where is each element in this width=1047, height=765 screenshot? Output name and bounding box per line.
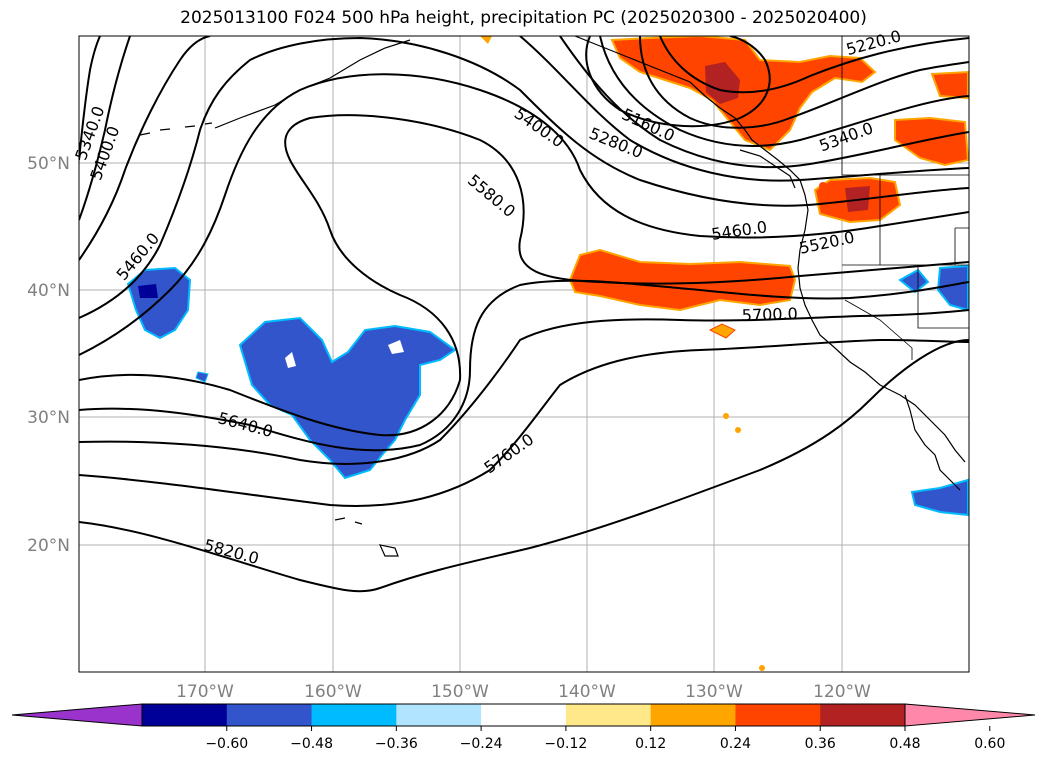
contour-5580 — [79, 73, 969, 356]
colorbar-tick-label: −0.36 — [375, 736, 418, 752]
contour-5760-a — [79, 338, 969, 507]
contour-5520 — [79, 36, 969, 319]
lon-label-120w: 120°W — [813, 682, 871, 702]
colorbar-cell — [396, 704, 482, 726]
lon-label-160w: 160°W — [304, 682, 362, 702]
precip-small-1 — [708, 323, 736, 339]
precip-neg-central — [238, 316, 457, 480]
precip-neg-baja — [910, 478, 969, 517]
colorbar-cell — [735, 704, 821, 726]
contour-5760-b — [79, 309, 969, 465]
lon-label-130w: 130°W — [685, 682, 743, 702]
colorbar-tick-label: 0.24 — [720, 736, 751, 752]
lat-label-30n: 30°N — [27, 408, 70, 428]
map-area — [79, 36, 969, 672]
precip-ne-corner — [930, 70, 969, 100]
colorbar: −0.60 −0.48 −0.36 −0.24 −0.12 0.12 0.24 0.36 0.4… — [11, 703, 1036, 752]
colorbar-cell — [142, 704, 228, 726]
precip-core — [705, 62, 740, 104]
colorbar-tick-label: −0.60 — [205, 736, 248, 752]
colorbar-cell — [565, 704, 652, 726]
colorbar-tick-label: −0.12 — [544, 736, 587, 752]
colorbar-tick-label: 0.48 — [889, 736, 920, 752]
precip-neg-east-2 — [936, 264, 969, 312]
map-frame — [78, 35, 970, 673]
colorbar-tick-label: −0.24 — [460, 736, 503, 752]
contour-5640 — [79, 114, 969, 437]
precip-negative-areas — [126, 264, 969, 517]
colorbar-extend-low — [11, 703, 143, 727]
baja-coast — [904, 394, 961, 491]
precip-pnw — [894, 116, 969, 167]
colorbar-tick-label: 0.12 — [635, 736, 666, 752]
height-contours — [79, 36, 969, 593]
colorbar-cell — [820, 704, 906, 726]
contour-label: 5700.0 — [742, 304, 799, 325]
lat-label-20n: 20°N — [27, 536, 70, 556]
contour-5820 — [79, 339, 969, 593]
contour-5340 — [79, 36, 101, 161]
contour-5160 — [585, 36, 771, 128]
precip-ar-band — [568, 248, 797, 312]
colorbar-cell — [311, 704, 397, 726]
lon-label-140w: 140°W — [558, 682, 616, 702]
contour-5460 — [79, 36, 211, 261]
lat-label-40n: 40°N — [27, 281, 70, 301]
contour-5400 — [79, 36, 131, 221]
colorbar-tick-label: 0.36 — [805, 736, 836, 752]
contour-5220 — [659, 36, 969, 94]
colorbar-tick-label: 0.60 — [974, 736, 1005, 752]
precip-neg-east — [898, 268, 930, 294]
lon-label-170w: 170°W — [176, 682, 234, 702]
colorbar-cell — [481, 704, 567, 726]
contour-5280 — [639, 36, 969, 129]
colorbar-cell — [650, 704, 736, 726]
map-title: 2025013100 F024 500 hPa height, precipit… — [180, 8, 867, 28]
political-borders — [841, 36, 969, 360]
colorbar-frame — [141, 703, 906, 727]
colorbar-tick-label: −0.48 — [290, 736, 333, 752]
lon-label-150w: 150°W — [431, 682, 489, 702]
longitude-labels: 170°W 160°W 150°W 140°W 130°W 120°W — [176, 682, 871, 702]
lat-label-50n: 50°N — [27, 154, 70, 174]
precip-neg-west-core — [138, 284, 158, 298]
latitude-labels: 50°N 40°N 30°N 20°N — [27, 154, 70, 556]
colorbar-cell — [226, 704, 313, 726]
contour-5700 — [79, 279, 969, 452]
alaska-coast — [574, 36, 966, 463]
colorbar-extend-high — [904, 703, 1036, 727]
